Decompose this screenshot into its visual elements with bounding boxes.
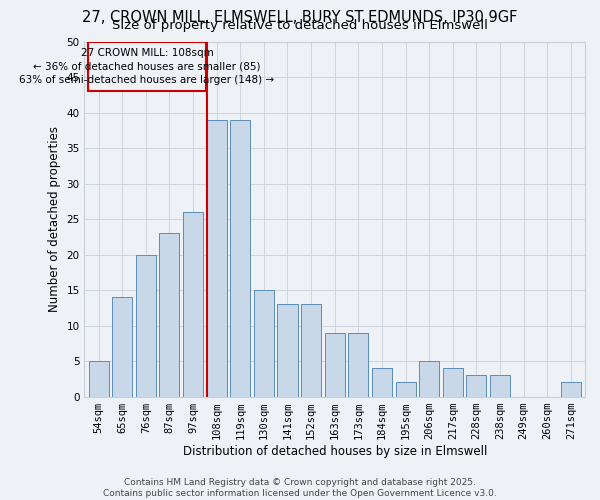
Bar [206,120,227,396]
Bar [443,368,463,396]
Bar [466,376,487,396]
Bar [136,254,156,396]
Bar [230,120,250,396]
X-axis label: Distribution of detached houses by size in Elmswell: Distribution of detached houses by size … [182,444,487,458]
Bar [348,332,368,396]
Bar [183,212,203,396]
Text: 27 CROWN MILL: 108sqm
← 36% of detached houses are smaller (85)
63% of semi-deta: 27 CROWN MILL: 108sqm ← 36% of detached … [19,48,275,84]
Text: 27, CROWN MILL, ELMSWELL, BURY ST EDMUNDS, IP30 9GF: 27, CROWN MILL, ELMSWELL, BURY ST EDMUND… [82,10,518,25]
Bar [419,361,439,396]
Bar [372,368,392,396]
Bar [89,361,109,396]
Bar [490,376,510,396]
Y-axis label: Number of detached properties: Number of detached properties [48,126,61,312]
Bar [561,382,581,396]
Bar [88,42,206,91]
Bar [112,297,132,396]
Bar [301,304,321,396]
Text: Size of property relative to detached houses in Elmswell: Size of property relative to detached ho… [112,19,488,32]
Bar [395,382,416,396]
Bar [160,233,179,396]
Bar [277,304,298,396]
Bar [325,332,345,396]
Bar [254,290,274,397]
Text: Contains HM Land Registry data © Crown copyright and database right 2025.
Contai: Contains HM Land Registry data © Crown c… [103,478,497,498]
